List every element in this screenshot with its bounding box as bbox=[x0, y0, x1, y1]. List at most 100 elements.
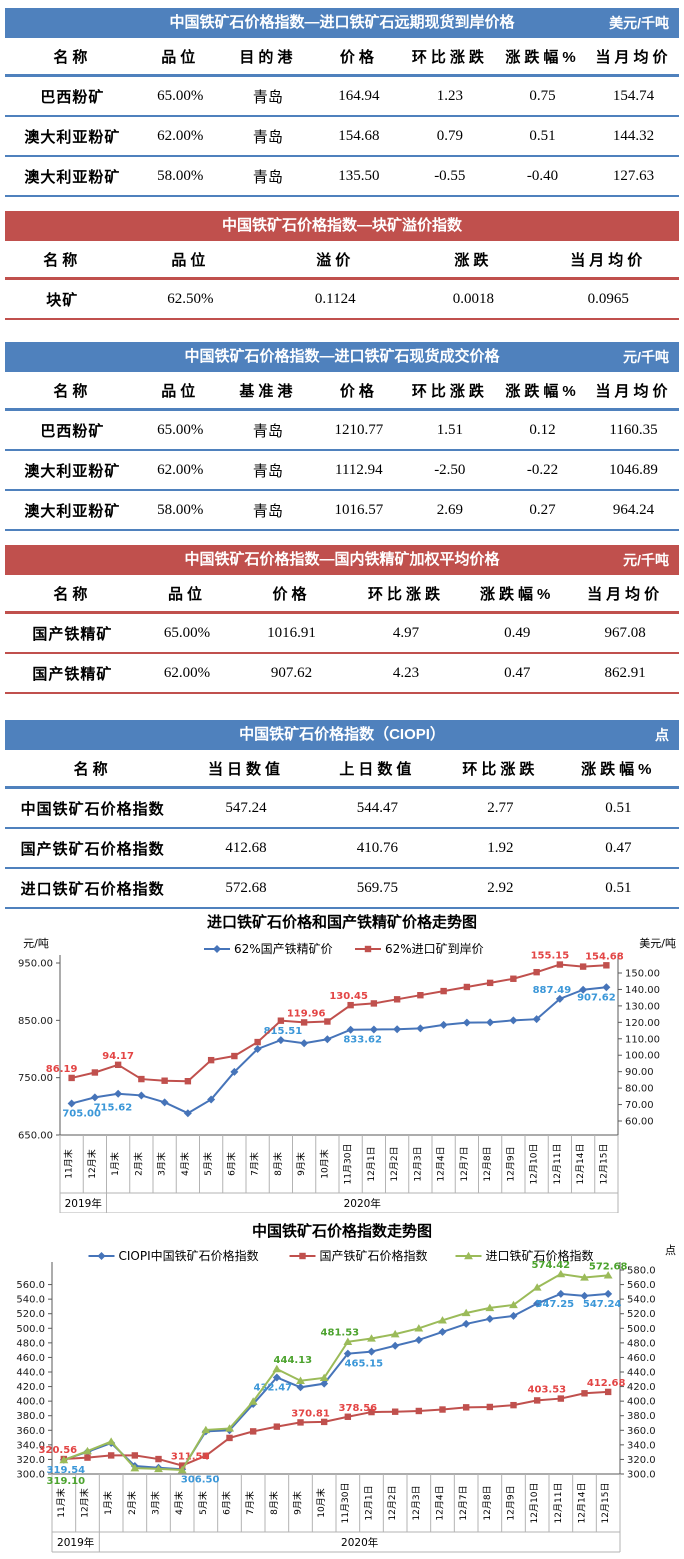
table-cell: 58.00% bbox=[157, 167, 204, 184]
table-title: 中国铁矿石价格指数—国内铁精矿加权平均价格 bbox=[184, 551, 500, 568]
table-cell: 1.51 bbox=[436, 421, 463, 438]
diamond-marker bbox=[580, 1291, 589, 1300]
right-axis-tick-label: 560.0 bbox=[627, 1280, 656, 1291]
left-axis-tick-label: 480.0 bbox=[16, 1338, 45, 1349]
square-marker bbox=[391, 1408, 399, 1415]
table-cell: 澳大利亚粉矿 bbox=[24, 462, 121, 480]
category-label: 12月14日 bbox=[577, 1483, 588, 1524]
square-marker bbox=[556, 961, 564, 968]
right-axis-unit: 美元/吨 bbox=[639, 937, 676, 950]
left-axis-tick-label: 560.0 bbox=[16, 1280, 45, 1291]
square-marker bbox=[297, 1419, 304, 1426]
right-axis-tick-label: 340.0 bbox=[627, 1440, 656, 1451]
table-cell: 412.68 bbox=[225, 839, 267, 856]
right-axis-tick-label: 150.00 bbox=[625, 969, 660, 980]
table-unit: 美元/千吨 bbox=[609, 15, 669, 31]
left-axis-tick-label: 360.0 bbox=[16, 1426, 45, 1437]
data-point-label: 547.24 bbox=[583, 1299, 622, 1310]
table-title: 中国铁矿石价格指数—进口铁矿石现货成交价格 bbox=[184, 348, 500, 365]
table-cell: 澳大利亚粉矿 bbox=[24, 168, 121, 186]
square-marker bbox=[273, 1423, 281, 1430]
square-marker bbox=[68, 1074, 75, 1082]
triangle-marker bbox=[556, 1269, 566, 1278]
square-marker bbox=[463, 983, 471, 991]
diamond-marker bbox=[300, 1039, 309, 1048]
category-label: 4月末 bbox=[179, 1152, 191, 1176]
year-group-label: 2020年 bbox=[341, 1536, 378, 1549]
left-axis-tick-label: 950.00 bbox=[18, 959, 53, 970]
year-group-label: 2019年 bbox=[57, 1536, 94, 1549]
diamond-marker bbox=[90, 1093, 99, 1102]
diamond-marker bbox=[323, 1035, 332, 1044]
diamond-marker bbox=[604, 1289, 613, 1298]
right-axis-tick-label: 70.00 bbox=[625, 1100, 654, 1111]
triangle-marker bbox=[296, 1376, 305, 1384]
year-group-label: 2019年 bbox=[65, 1197, 102, 1210]
square-marker bbox=[557, 1395, 565, 1402]
left-axis-tick-label: 420.0 bbox=[16, 1382, 45, 1393]
data-table: 名称 当日数值 上日数值 环比涨跌 涨跌幅% 中国铁矿石价格指数 547.24 544.47 2… bbox=[5, 750, 679, 909]
left-axis-tick-label: 460.0 bbox=[16, 1353, 45, 1364]
category-label: 12月15日 bbox=[598, 1144, 609, 1185]
data-point-label: 481.53 bbox=[321, 1328, 360, 1339]
diamond-marker bbox=[230, 1067, 239, 1076]
category-label: 12月1日 bbox=[366, 1146, 377, 1181]
diamond-marker bbox=[416, 1024, 425, 1033]
left-axis-tick-label: 500.0 bbox=[16, 1324, 45, 1335]
category-label: 3月末 bbox=[150, 1491, 162, 1515]
table-row: 中国铁矿石价格指数 547.24 544.47 2.77 0.51 bbox=[5, 788, 679, 828]
category-label: 7月末 bbox=[244, 1491, 256, 1515]
column-header: 当日数值 bbox=[207, 760, 284, 778]
data-point-label: 319.10 bbox=[47, 1476, 86, 1487]
table-cell: 澳大利亚粉矿 bbox=[24, 502, 121, 520]
column-header: 名称 bbox=[73, 760, 112, 778]
diamond-marker bbox=[213, 945, 221, 953]
triangle-marker bbox=[464, 1251, 473, 1260]
left-axis-tick-label: 750.00 bbox=[18, 1073, 53, 1084]
square-marker bbox=[138, 1075, 145, 1083]
data-point-label: 547.25 bbox=[536, 1299, 575, 1310]
table-cell: 0.51 bbox=[605, 879, 632, 896]
triangle-marker bbox=[106, 1437, 116, 1445]
table-cell: 1210.77 bbox=[334, 421, 384, 438]
table-cell: 国产铁精矿 bbox=[32, 665, 113, 683]
table-cell: 进口铁矿石价格指数 bbox=[20, 880, 165, 898]
column-header: 基准港 bbox=[239, 382, 297, 400]
category-label: 5月末 bbox=[202, 1152, 214, 1176]
triangle-marker bbox=[532, 1283, 542, 1291]
table-cell: 154.68 bbox=[338, 127, 380, 144]
square-marker bbox=[184, 1078, 192, 1085]
square-marker bbox=[603, 962, 610, 969]
left-axis-tick-label: 520.0 bbox=[16, 1309, 45, 1320]
chart-ciopi-index-trend: 中国铁矿石价格指数走势图点 CIOPI中国铁矿石价格指数 国产铁矿石价格指数 进口铁矿… bbox=[0, 1218, 684, 1559]
table-cell: 1046.89 bbox=[609, 461, 658, 478]
data-point-label: 465.15 bbox=[345, 1359, 384, 1370]
category-label: 12月7日 bbox=[459, 1146, 470, 1181]
table-domestic-concentrate-price: 中国铁矿石价格指数—国内铁精矿加权平均价格 元/千吨 名称 品位 价格 环比涨跌 涨跌幅% 当… bbox=[5, 545, 679, 694]
right-axis-tick-label: 320.0 bbox=[627, 1455, 656, 1466]
column-header: 环比涨跌 bbox=[462, 760, 539, 778]
table-cell: 572.68 bbox=[225, 879, 267, 896]
right-axis-tick-label: 540.0 bbox=[627, 1295, 656, 1306]
square-marker bbox=[417, 992, 424, 999]
table-cell: 65.00% bbox=[157, 87, 204, 104]
category-label: 12月4日 bbox=[435, 1485, 446, 1520]
triangle-marker bbox=[390, 1329, 400, 1338]
table-cell: 569.75 bbox=[356, 879, 398, 896]
column-header: 当月均价 bbox=[587, 585, 664, 603]
table-cell: 58.00% bbox=[157, 501, 204, 518]
category-label: 8月末 bbox=[268, 1491, 280, 1515]
table-title: 中国铁矿石价格指数—块矿溢价指数 bbox=[221, 217, 462, 234]
table-cell: 巴西粉矿 bbox=[40, 422, 105, 440]
category-label: 12月4日 bbox=[436, 1146, 447, 1181]
square-marker bbox=[510, 1401, 517, 1409]
category-label: 8月末 bbox=[272, 1152, 284, 1176]
right-axis-tick-label: 140.00 bbox=[625, 985, 660, 996]
category-label: 12月9日 bbox=[505, 1146, 516, 1181]
table-cell: 547.24 bbox=[225, 799, 267, 816]
data-point-label: 887.49 bbox=[533, 985, 572, 996]
triangle-marker bbox=[438, 1316, 447, 1324]
table-cell: 410.76 bbox=[356, 839, 398, 856]
triangle-marker bbox=[509, 1300, 518, 1309]
